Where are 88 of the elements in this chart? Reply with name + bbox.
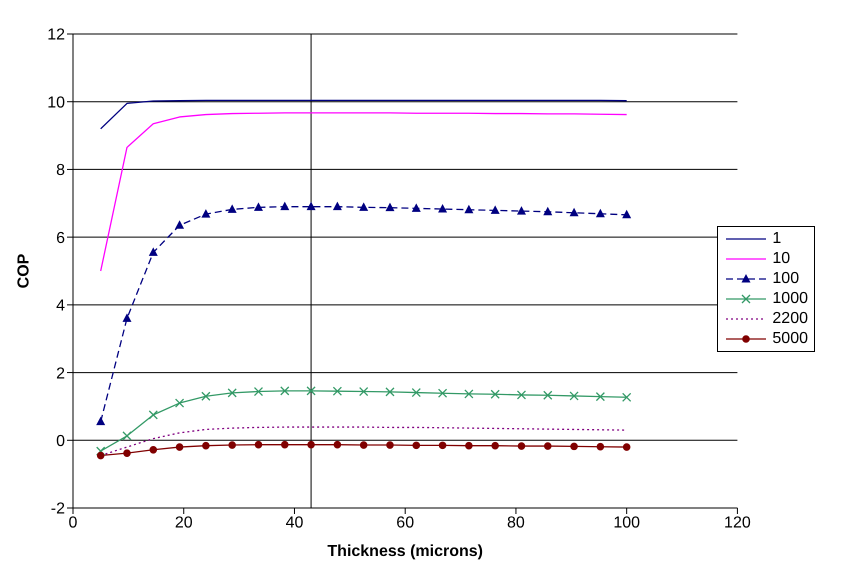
point	[412, 388, 421, 398]
point	[518, 442, 526, 450]
point	[490, 205, 500, 214]
x-tick-label: 40	[286, 514, 304, 532]
point	[543, 390, 552, 400]
point	[596, 442, 604, 451]
point	[412, 203, 421, 212]
legend-label: 5000	[772, 329, 808, 349]
y-axis-title: COP	[16, 253, 33, 288]
point	[122, 313, 132, 322]
point	[438, 442, 446, 450]
point	[228, 441, 236, 449]
y-tick-label: 10	[47, 94, 66, 112]
x-tick-label: 0	[68, 514, 78, 532]
point	[254, 386, 264, 396]
point	[175, 220, 184, 229]
point	[438, 204, 448, 213]
x-tick-label: 120	[724, 514, 751, 532]
point	[464, 389, 474, 399]
point	[123, 449, 131, 457]
point	[438, 388, 448, 398]
point	[622, 210, 632, 218]
point	[543, 206, 552, 216]
point	[306, 386, 316, 396]
point	[307, 440, 315, 448]
point	[176, 443, 184, 451]
point	[491, 442, 499, 450]
point	[280, 386, 290, 396]
point	[412, 442, 420, 450]
point	[96, 446, 106, 456]
point	[385, 202, 394, 212]
point	[174, 398, 184, 408]
point	[386, 441, 394, 449]
point	[228, 388, 237, 398]
y-tick-label: 2	[56, 365, 66, 382]
point	[385, 387, 395, 397]
x-tick-label: 100	[613, 514, 640, 532]
y-tick-label: -2	[50, 500, 66, 518]
point	[569, 391, 579, 401]
point	[202, 442, 210, 450]
point	[254, 202, 263, 211]
x-axis-title: Thickness (microns)	[327, 543, 484, 560]
point	[622, 443, 630, 451]
point	[490, 390, 500, 399]
point	[122, 431, 132, 441]
point	[201, 209, 210, 218]
y-tick-label: 12	[47, 26, 66, 44]
point	[148, 410, 158, 420]
point	[280, 440, 289, 448]
point	[544, 442, 552, 450]
point	[280, 202, 290, 210]
line-series	[100, 112, 628, 272]
point	[596, 392, 606, 402]
point	[570, 442, 578, 450]
point	[254, 440, 262, 448]
point	[334, 440, 342, 448]
point	[516, 390, 526, 400]
point	[516, 206, 526, 215]
point	[465, 442, 473, 450]
legend-label: 10	[772, 249, 790, 269]
y-tick-label: 0	[56, 432, 66, 450]
point	[332, 202, 342, 210]
y-tick-label: 8	[56, 162, 66, 180]
point	[332, 386, 342, 396]
point	[570, 208, 579, 216]
point	[306, 202, 316, 210]
point	[96, 416, 106, 426]
y-tick-label: 4	[56, 298, 66, 315]
point	[359, 386, 368, 396]
point	[96, 452, 104, 460]
line-series	[100, 100, 628, 130]
x-tick-label: 60	[396, 514, 414, 532]
legend-label: 100	[772, 269, 800, 289]
x-tick-label: 20	[174, 514, 193, 532]
point	[359, 202, 368, 211]
point	[201, 392, 211, 401]
point	[622, 392, 632, 402]
point	[148, 247, 158, 256]
x-tick-label: 80	[507, 514, 525, 532]
legend-label: 1000	[772, 289, 808, 309]
point	[360, 441, 368, 449]
point	[596, 208, 605, 218]
point	[228, 204, 237, 213]
y-tick-label: 6	[56, 230, 66, 247]
point	[149, 446, 158, 454]
point	[464, 204, 474, 214]
legend-label: 2200	[772, 309, 808, 329]
legend-label: 1	[772, 229, 782, 249]
